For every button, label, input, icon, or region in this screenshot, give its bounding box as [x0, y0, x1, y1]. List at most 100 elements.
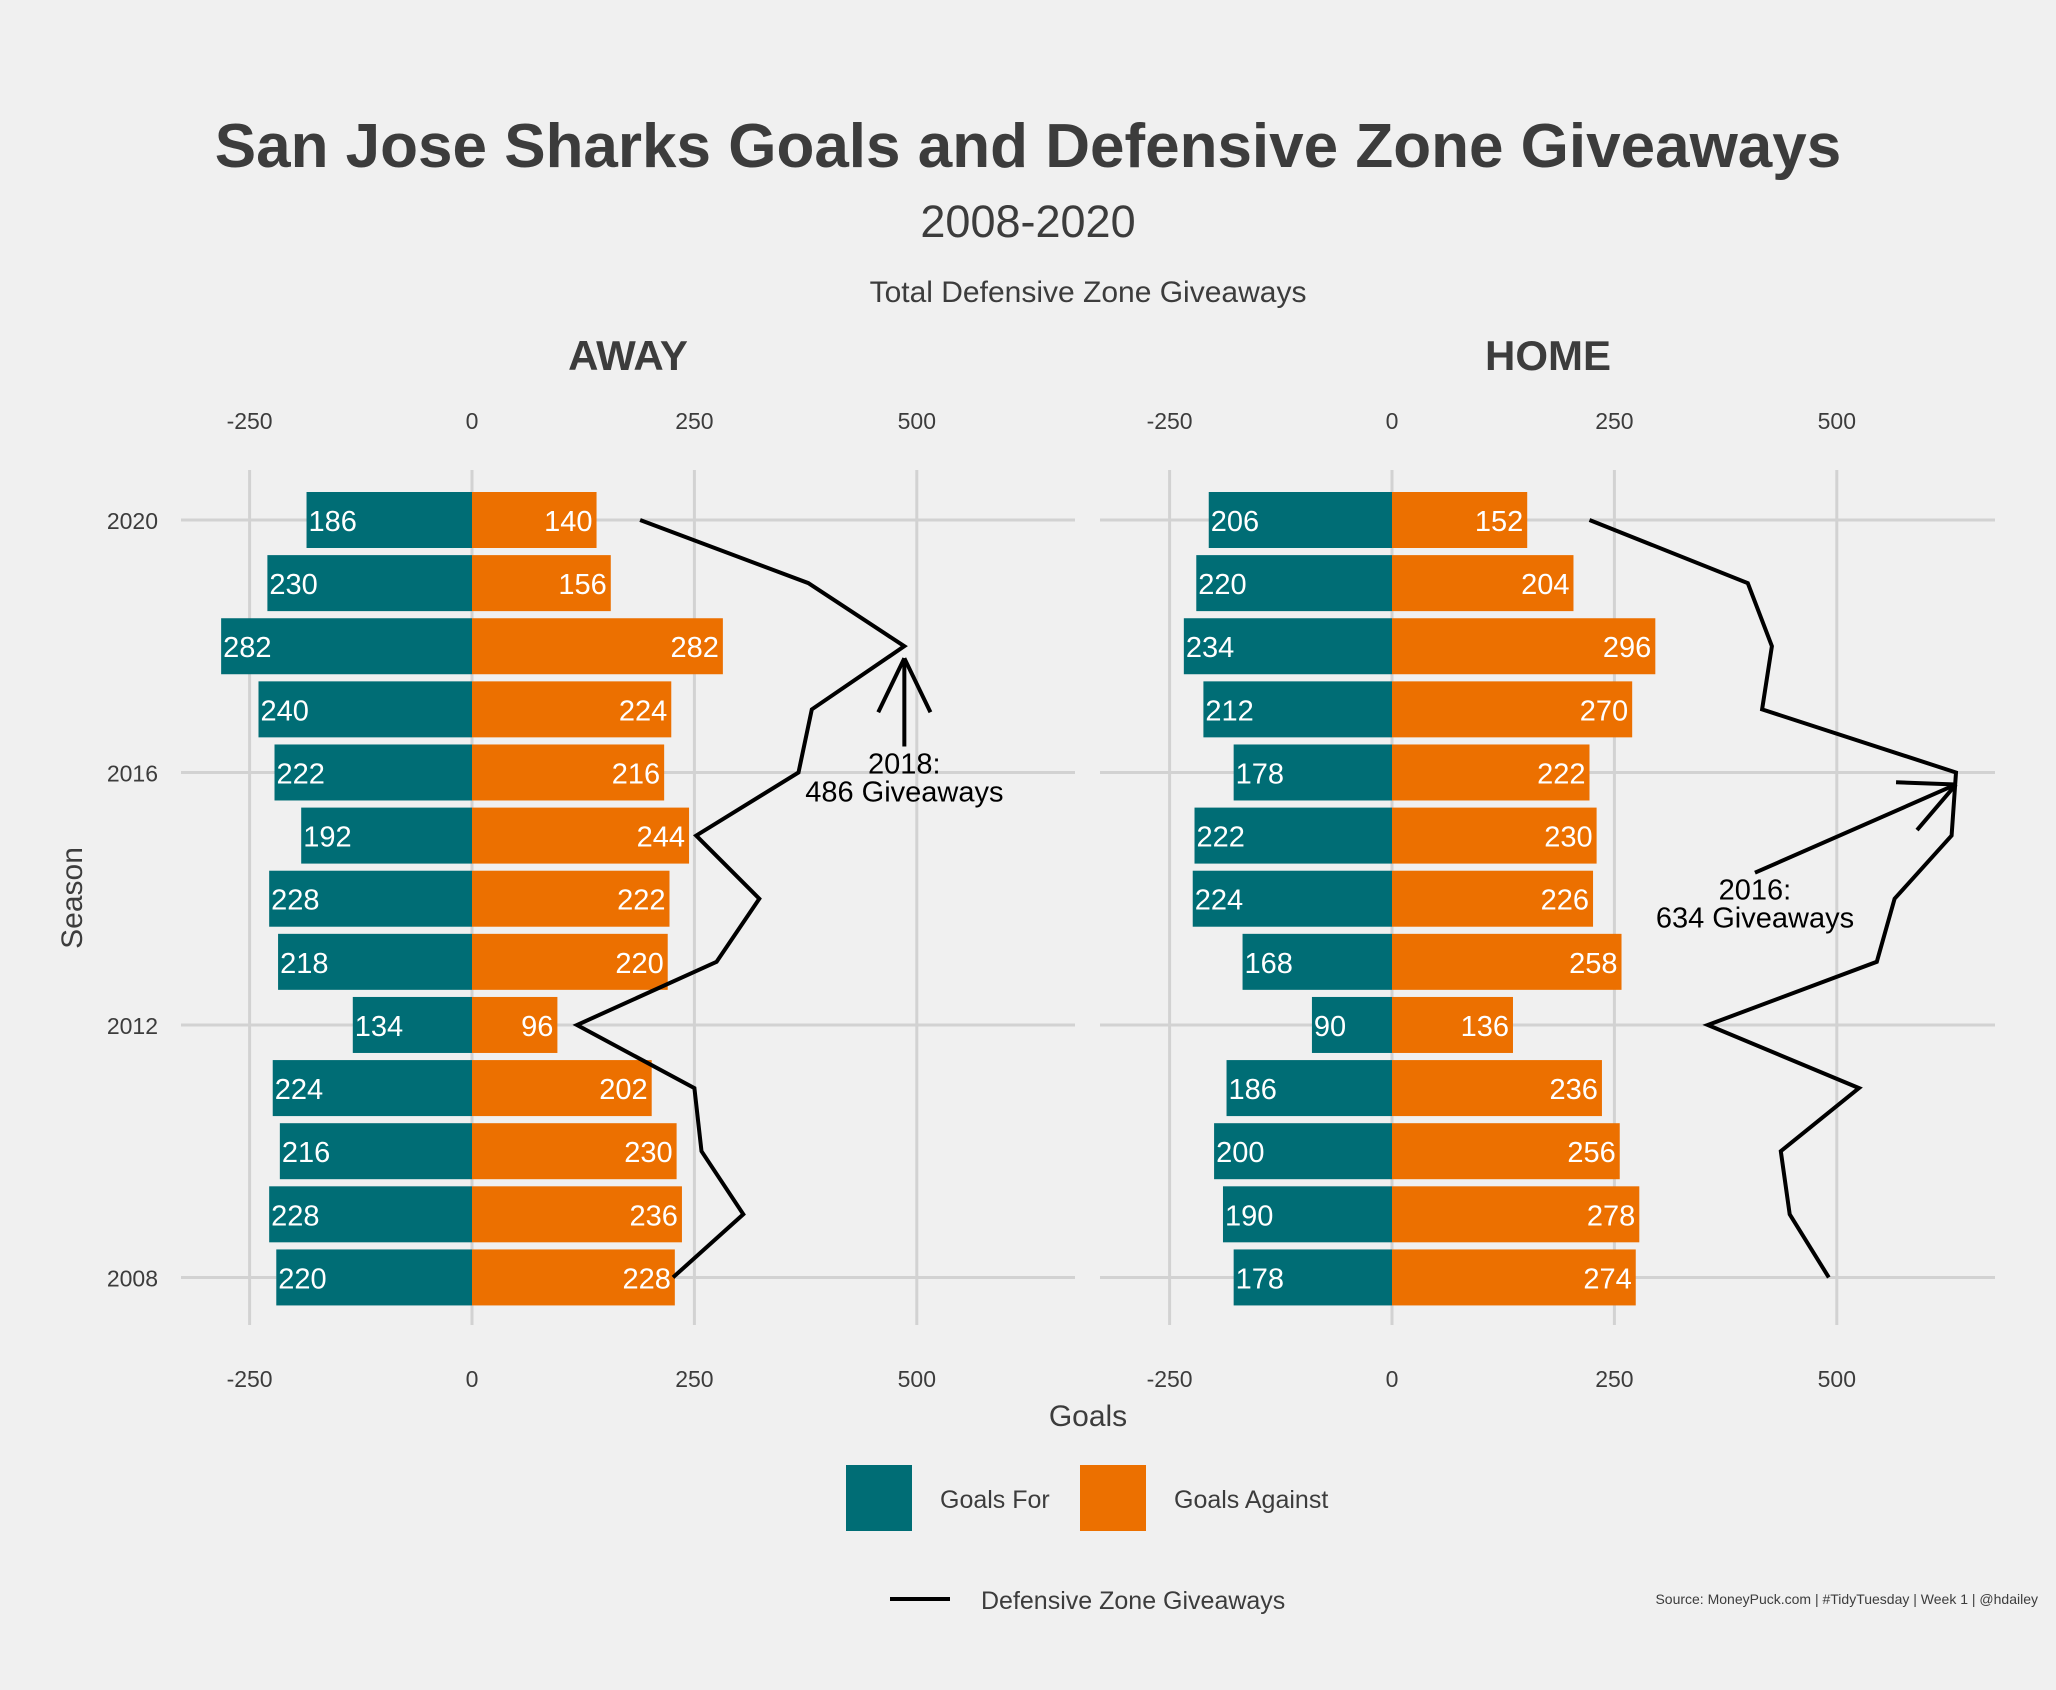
x-tick-label-top: 500 — [1818, 408, 1856, 434]
label-goals-for: 212 — [1205, 695, 1253, 727]
label-goals-against: 230 — [1544, 822, 1592, 854]
label-goals-for: 218 — [280, 948, 328, 980]
bar-goals-against — [1392, 870, 1594, 927]
label-goals-for: 186 — [309, 506, 357, 538]
annotation-text-line1: 2018: — [868, 748, 941, 780]
label-goals-against: 296 — [1603, 632, 1651, 664]
label-goals-against: 156 — [558, 569, 606, 601]
label-goals-for: 234 — [1186, 632, 1234, 664]
label-goals-for: 190 — [1225, 1200, 1273, 1232]
chart-subtitle: 2008-2020 — [920, 196, 1135, 247]
bar-goals-against — [1392, 1249, 1636, 1306]
panel-home: HOME -250 -250 0 0 250 250 500 500 206 152 220 204 23… — [1100, 332, 1995, 1392]
giveaways-line — [1588, 518, 1959, 1279]
label-goals-against: 136 — [1461, 1011, 1509, 1043]
x-tick-label-top: 500 — [898, 408, 936, 434]
label-goals-against: 96 — [521, 1011, 553, 1043]
bar-goals-against — [1392, 1186, 1640, 1243]
label-goals-against: 236 — [630, 1200, 678, 1232]
label-goals-against: 274 — [1583, 1263, 1631, 1295]
annotation-text-line1: 2016: — [1719, 875, 1792, 907]
annotation-arrow-head — [1895, 780, 1957, 787]
bar-goals-against — [472, 807, 690, 864]
label-goals-for: 168 — [1245, 948, 1293, 980]
bar-goals-for — [274, 744, 472, 801]
bar-goals-against — [1392, 933, 1622, 990]
panel-title: AWAY — [568, 332, 688, 379]
bar-goals-for — [1226, 1060, 1392, 1117]
bar-goals-for — [278, 933, 472, 990]
label-goals-against: 202 — [599, 1074, 647, 1106]
y-tick-label: 2020 — [107, 508, 158, 534]
bar-goals-for — [1194, 807, 1392, 864]
x-tick-label-bottom: 0 — [1386, 1366, 1399, 1392]
bar-goals-against — [472, 492, 597, 548]
bar-goals-against — [472, 1060, 652, 1117]
annotation-arrow-head — [902, 657, 933, 714]
x-tick-label-top: 0 — [466, 408, 479, 434]
x-tick-label-bottom: -250 — [227, 1366, 273, 1392]
bar-goals-against — [472, 996, 558, 1053]
bar-goals-for — [1233, 744, 1392, 801]
label-goals-against: 216 — [612, 758, 660, 790]
annotation-arrow-head — [876, 657, 907, 714]
label-goals-for: 216 — [282, 1137, 330, 1169]
label-goals-for: 206 — [1211, 506, 1259, 538]
label-goals-against: 256 — [1567, 1137, 1615, 1169]
legend: Goals For Goals Against Defensive Zone G… — [846, 1465, 1328, 1615]
bar-goals-for — [1311, 996, 1392, 1053]
bar-goals-against — [472, 618, 723, 675]
bar-goals-against — [472, 870, 670, 927]
label-goals-against: 204 — [1521, 569, 1569, 601]
bar-goals-for — [1183, 618, 1392, 675]
bar-goals-for — [352, 996, 472, 1053]
x-tick-label-top: -250 — [227, 408, 273, 434]
label-goals-for: 178 — [1236, 758, 1284, 790]
bar-goals-for — [221, 618, 472, 675]
x-tick-label-bottom: 0 — [466, 1366, 479, 1392]
label-goals-for: 228 — [271, 885, 319, 917]
legend-label-goals-against: Goals Against — [1174, 1486, 1328, 1514]
x-tick-label-bottom: -250 — [1147, 1366, 1193, 1392]
bar-goals-against — [1392, 996, 1513, 1053]
label-goals-for: 228 — [271, 1200, 319, 1232]
label-goals-for: 178 — [1236, 1263, 1284, 1295]
bar-goals-against — [1392, 1060, 1602, 1117]
label-goals-for: 192 — [303, 822, 351, 854]
label-goals-for: 222 — [277, 758, 325, 790]
bar-goals-for — [1242, 933, 1392, 990]
bar-goals-for — [276, 1249, 472, 1306]
label-goals-against: 236 — [1550, 1074, 1598, 1106]
x-tick-label-top: 250 — [1595, 408, 1633, 434]
bar-goals-for — [1192, 870, 1392, 927]
label-goals-against: 222 — [1537, 758, 1585, 790]
legend-label-giveaways: Defensive Zone Giveaways — [981, 1587, 1285, 1615]
label-goals-against: 270 — [1580, 695, 1628, 727]
giveaways-line — [572, 518, 908, 1279]
label-goals-for: 220 — [278, 1263, 326, 1295]
bar-goals-against — [472, 681, 672, 738]
label-goals-against: 278 — [1587, 1200, 1635, 1232]
panels: 2008201220162020AWAY-250-250002502505005… — [107, 332, 1995, 1392]
bar-goals-for — [1214, 1123, 1392, 1180]
source-caption: Source: MoneyPuck.com | #TidyTuesday | W… — [1655, 1591, 2038, 1607]
label-goals-for: 220 — [1198, 569, 1246, 601]
label-goals-for: 282 — [223, 632, 271, 664]
label-goals-against: 258 — [1569, 948, 1617, 980]
bar-goals-for — [1208, 492, 1392, 548]
chart-title: San Jose Sharks Goals and Defensive Zone… — [215, 112, 1842, 181]
bar-goals-against — [472, 933, 668, 990]
label-goals-for: 224 — [275, 1074, 323, 1106]
bar-goals-for — [279, 1123, 472, 1180]
x-axis-title: Goals — [1049, 1400, 1127, 1433]
panel-away: AWAY -250 -250 0 0 250 250 500 500 186 140 230 156 28… — [181, 332, 1075, 1392]
x-tick-label-top: 0 — [1386, 408, 1399, 434]
bar-goals-for — [1233, 1249, 1392, 1306]
bar-goals-against — [1392, 1123, 1620, 1180]
bar-goals-against — [1392, 744, 1590, 801]
bar-goals-against — [1392, 618, 1656, 675]
label-goals-against: 228 — [622, 1263, 670, 1295]
bar-goals-for — [258, 681, 472, 738]
bar-goals-against — [1392, 681, 1633, 738]
